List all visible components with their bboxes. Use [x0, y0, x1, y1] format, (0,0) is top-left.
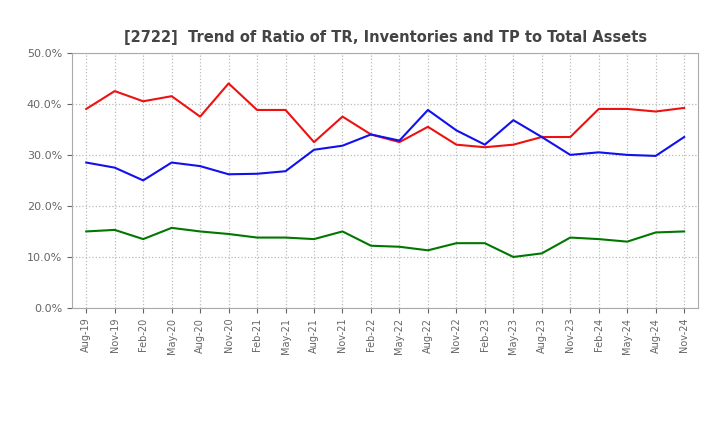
Trade Receivables [139, 99, 148, 104]
Trade Receivables [680, 105, 688, 110]
Inventories [366, 132, 375, 137]
Trade Receivables [253, 107, 261, 113]
Trade Receivables [110, 88, 119, 94]
Inventories [110, 165, 119, 170]
Trade Receivables [423, 124, 432, 129]
Inventories [595, 150, 603, 155]
Trade Payables [196, 229, 204, 234]
Trade Receivables [196, 114, 204, 119]
Inventories [652, 153, 660, 158]
Trade Payables [652, 230, 660, 235]
Title: [2722]  Trend of Ratio of TR, Inventories and TP to Total Assets: [2722] Trend of Ratio of TR, Inventories… [124, 29, 647, 45]
Line: Inventories: Inventories [86, 110, 684, 180]
Inventories [82, 160, 91, 165]
Trade Payables [509, 254, 518, 260]
Trade Receivables [452, 142, 461, 147]
Inventories [623, 152, 631, 158]
Inventories [310, 147, 318, 152]
Trade Payables [452, 241, 461, 246]
Trade Receivables [395, 139, 404, 145]
Trade Receivables [366, 132, 375, 137]
Inventories [253, 171, 261, 176]
Trade Payables [82, 229, 91, 234]
Trade Payables [366, 243, 375, 248]
Inventories [423, 107, 432, 113]
Inventories [566, 152, 575, 158]
Trade Payables [110, 227, 119, 233]
Trade Receivables [652, 109, 660, 114]
Trade Payables [225, 231, 233, 237]
Trade Receivables [167, 94, 176, 99]
Inventories [537, 134, 546, 139]
Trade Receivables [310, 139, 318, 145]
Trade Receivables [82, 106, 91, 112]
Trade Payables [338, 229, 347, 234]
Trade Receivables [225, 81, 233, 86]
Trade Receivables [537, 134, 546, 139]
Trade Payables [480, 241, 489, 246]
Inventories [282, 169, 290, 174]
Inventories [395, 138, 404, 143]
Trade Payables [253, 235, 261, 240]
Trade Payables [423, 248, 432, 253]
Trade Payables [282, 235, 290, 240]
Inventories [338, 143, 347, 148]
Inventories [225, 172, 233, 177]
Inventories [452, 128, 461, 133]
Inventories [167, 160, 176, 165]
Trade Payables [537, 251, 546, 256]
Trade Receivables [566, 134, 575, 139]
Trade Payables [595, 236, 603, 242]
Trade Payables [310, 236, 318, 242]
Trade Payables [566, 235, 575, 240]
Inventories [680, 134, 688, 139]
Trade Payables [623, 239, 631, 244]
Trade Receivables [509, 142, 518, 147]
Trade Receivables [623, 106, 631, 112]
Inventories [480, 142, 489, 147]
Line: Trade Receivables: Trade Receivables [86, 84, 684, 147]
Trade Receivables [480, 145, 489, 150]
Trade Receivables [595, 106, 603, 112]
Inventories [139, 178, 148, 183]
Trade Payables [139, 236, 148, 242]
Trade Payables [395, 244, 404, 249]
Line: Trade Payables: Trade Payables [86, 228, 684, 257]
Trade Payables [680, 229, 688, 234]
Inventories [509, 117, 518, 123]
Trade Receivables [282, 107, 290, 113]
Trade Receivables [338, 114, 347, 119]
Inventories [196, 164, 204, 169]
Trade Payables [167, 225, 176, 231]
